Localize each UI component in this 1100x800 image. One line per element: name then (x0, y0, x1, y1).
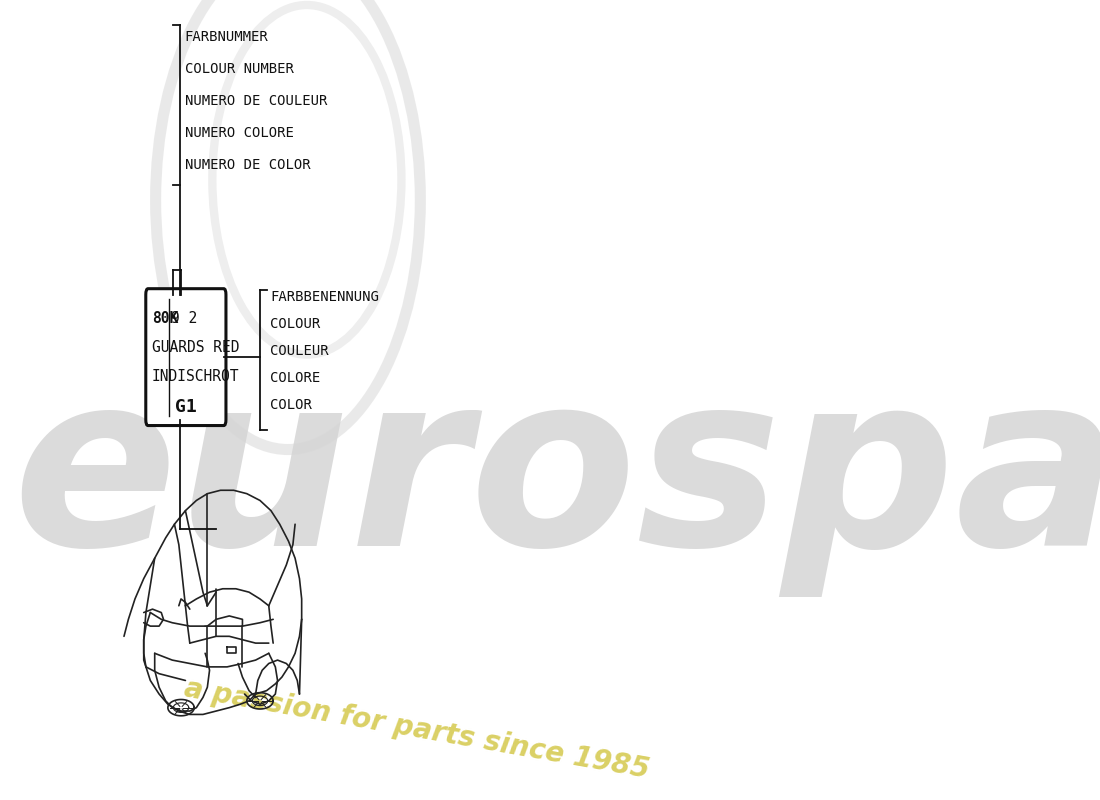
Text: INDISCHROT: INDISCHROT (152, 369, 240, 384)
Text: COULEUR: COULEUR (271, 344, 329, 358)
Text: NUMERO DE COLOR: NUMERO DE COLOR (185, 158, 310, 172)
Text: G1: G1 (175, 398, 197, 415)
Text: a passion for parts since 1985: a passion for parts since 1985 (183, 674, 651, 784)
Text: NUMERO DE COULEUR: NUMERO DE COULEUR (185, 94, 327, 108)
Text: COLOUR: COLOUR (271, 317, 320, 330)
Text: GUARDS RED: GUARDS RED (152, 340, 240, 354)
FancyBboxPatch shape (146, 289, 226, 426)
Text: NUMERO COLORE: NUMERO COLORE (185, 126, 294, 140)
Text: FARBBENENNUNG: FARBBENENNUNG (271, 290, 380, 304)
Text: COLOUR NUMBER: COLOUR NUMBER (185, 62, 294, 76)
Text: 80K: 80K (152, 310, 178, 326)
Text: 9 2: 9 2 (172, 310, 197, 326)
Text: COLORE: COLORE (271, 370, 320, 385)
Text: eurospares: eurospares (12, 362, 1100, 598)
Text: COLOR: COLOR (271, 398, 312, 411)
Text: FARBNUMMER: FARBNUMMER (185, 30, 268, 44)
